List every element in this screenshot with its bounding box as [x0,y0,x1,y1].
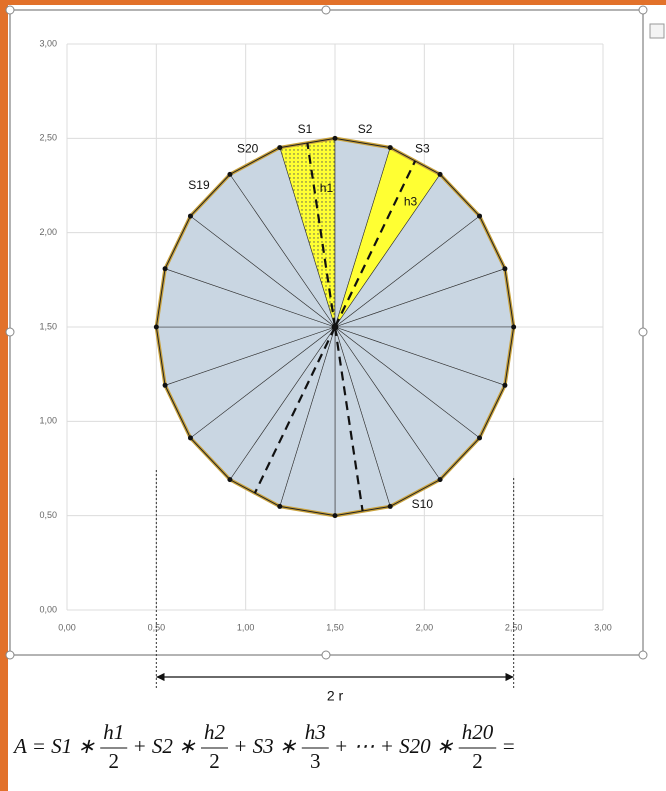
formula-denominator: 3 [310,749,321,773]
y-tick-label: 1,00 [39,416,57,426]
y-tick-label: 2,00 [39,227,57,237]
vertex [332,135,338,141]
vertex [502,266,508,272]
vertex [437,171,443,177]
vertex [153,324,159,330]
orange-top [0,0,666,5]
formula-text: + ⋯ + S20 ∗ [329,734,459,758]
apothem [253,326,336,494]
resize-handle[interactable] [638,5,648,15]
resize-handle[interactable] [5,327,15,337]
resize-handle[interactable] [5,5,15,15]
sector-label: S2 [358,122,373,136]
vertex [477,213,483,219]
layout-icon[interactable] [649,23,665,39]
sector-label: S3 [415,142,430,156]
apothem-label: h3 [404,195,418,209]
sector-label: S10 [412,497,434,511]
vertex [227,477,233,483]
vertex [437,477,443,483]
formula-denominator: 2 [472,749,483,773]
apothem [333,326,364,512]
center [331,323,339,331]
y-tick-label: 2,50 [39,133,57,143]
apothem [306,142,337,328]
vertex [187,213,193,219]
vertex [277,145,283,151]
vertex [277,503,283,509]
x-tick-label: 2,00 [416,622,434,632]
y-tick-label: 1,50 [39,321,57,331]
vertex [162,266,168,272]
vertex [387,503,393,509]
formula-denominator: 2 [108,749,119,773]
formula-numerator: h2 [204,720,226,744]
sector-label: S20 [237,142,259,156]
sector-label: S19 [188,178,210,192]
resize-handle[interactable] [5,650,15,660]
y-tick-label: 3,00 [39,38,57,48]
x-tick-label: 3,00 [594,622,612,632]
formula-text: = [496,734,515,758]
vertex [502,382,508,388]
formula-denominator: 2 [209,749,220,773]
apothem [334,160,417,328]
dimension-label: 2 r [327,688,344,704]
resize-handle[interactable] [638,327,648,337]
sector-label: S1 [298,122,313,136]
formula-text: A = S1 ∗ [12,734,100,758]
x-tick-label: 0,00 [58,622,76,632]
resize-handle[interactable] [321,5,331,15]
resize-handle[interactable] [321,650,331,660]
apothem-label: h1 [320,181,334,195]
vertex [511,324,517,330]
vertex [227,171,233,177]
formula-text: + S3 ∗ [228,734,302,758]
y-tick-label: 0,00 [39,604,57,614]
formula-numerator: h1 [103,720,124,744]
formula-numerator: h20 [462,720,494,744]
x-tick-label: 1,00 [237,622,255,632]
x-tick-label: 1,50 [326,622,344,632]
orange-edge [0,0,8,791]
y-tick-label: 0,50 [39,510,57,520]
vertex [187,435,193,441]
formula-text: + S2 ∗ [127,734,201,758]
vertex [332,513,338,519]
vertex [162,382,168,388]
resize-handle[interactable] [638,650,648,660]
formula-numerator: h3 [305,720,326,744]
vertex [387,145,393,151]
vertex [477,435,483,441]
